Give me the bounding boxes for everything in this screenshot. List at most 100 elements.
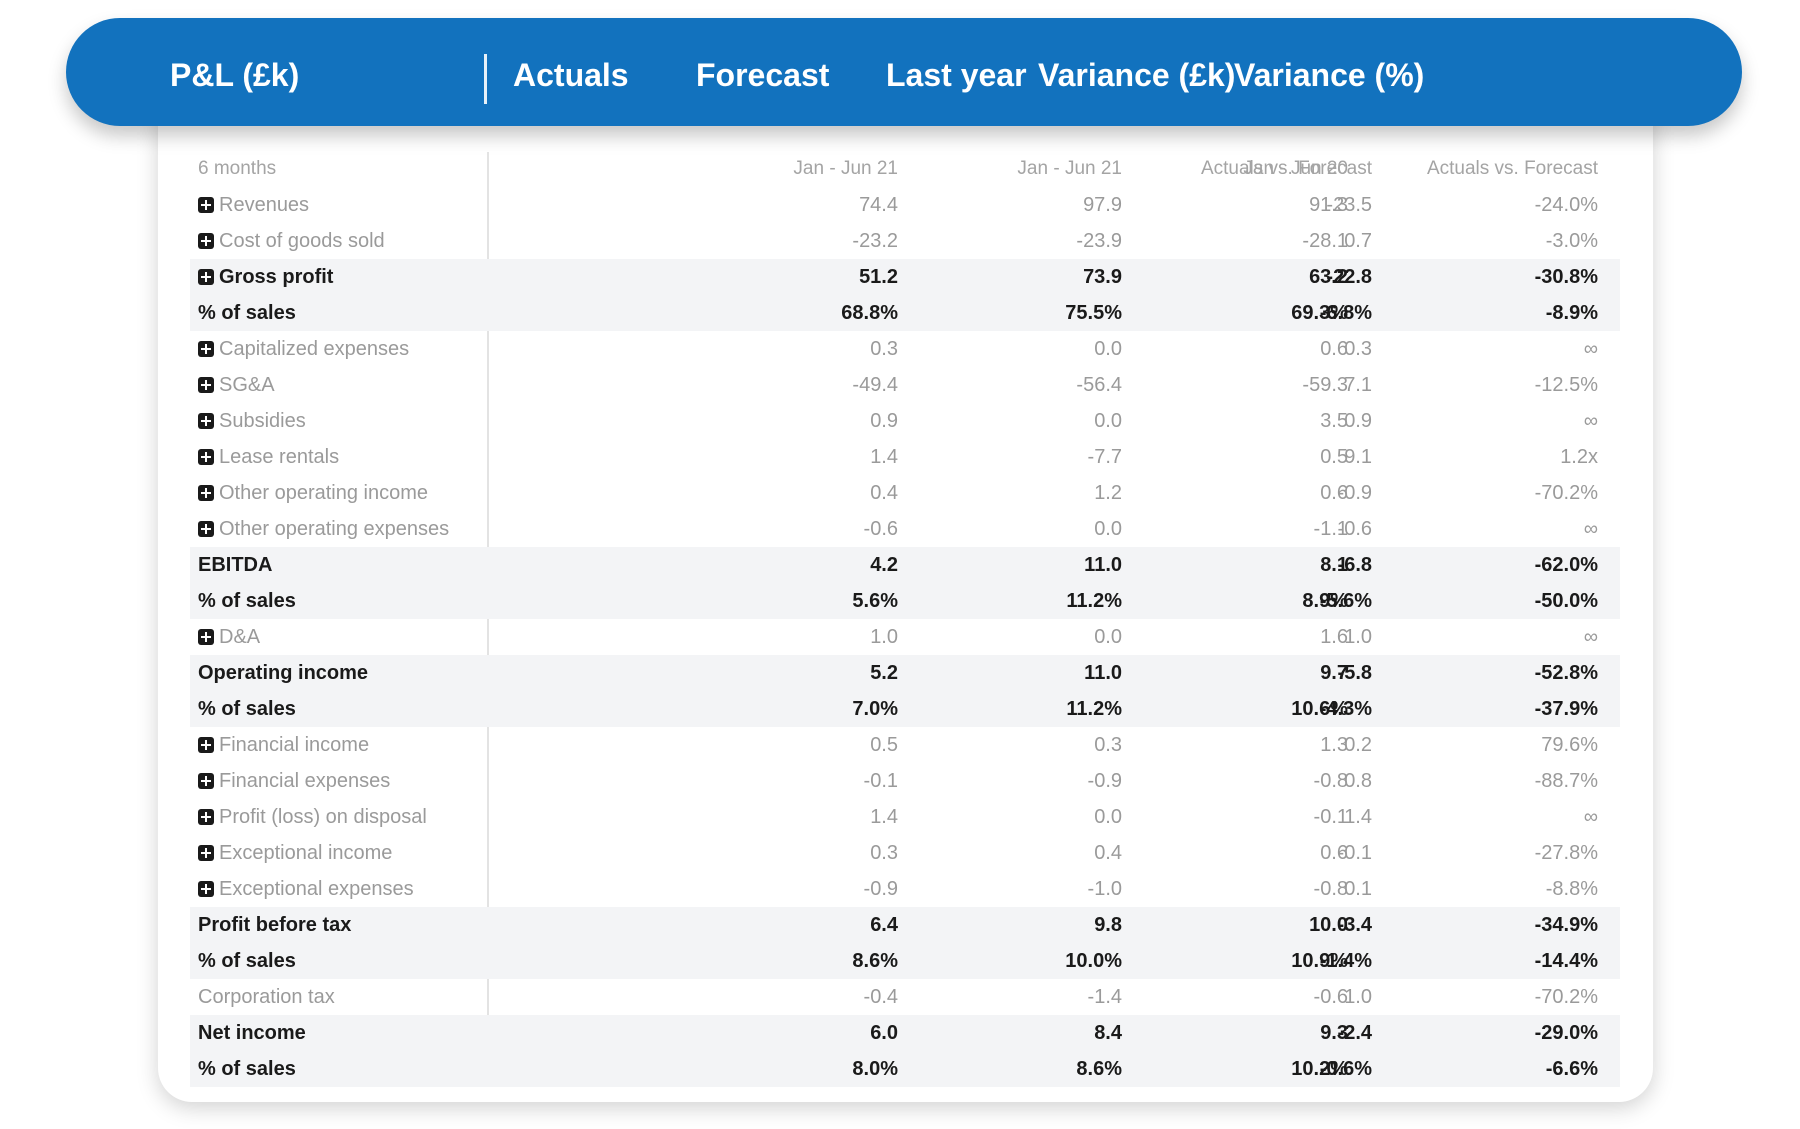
cell-last-year: 8.9% [1302, 590, 1348, 612]
row-label-cell[interactable]: Capitalized expenses [198, 331, 409, 367]
row-label-cell: Corporation tax [198, 979, 335, 1015]
plus-box-icon[interactable] [198, 809, 214, 825]
row-label-cell[interactable]: Financial income [198, 727, 369, 763]
cell-variance-pct: -8.9% [1545, 302, 1598, 324]
cell-variance-pct: -37.9% [1534, 698, 1598, 720]
plus-box-icon[interactable] [198, 485, 214, 501]
cell-actuals: -49.4 [852, 374, 898, 396]
row-label-cell: Profit before tax [198, 907, 351, 943]
plus-box-icon[interactable] [198, 737, 214, 753]
cell-variance-pct: ∞ [1583, 410, 1598, 432]
plus-box-icon[interactable] [198, 881, 214, 897]
cell-forecast: 75.5% [1065, 302, 1122, 324]
cell-variance-pct: -70.2% [1534, 482, 1598, 504]
cell-last-year: 10.9% [1291, 950, 1348, 972]
cell-forecast: 10.0% [1065, 950, 1122, 972]
row-label-cell[interactable]: Cost of goods sold [198, 223, 385, 259]
row-label-cell[interactable]: Other operating expenses [198, 511, 449, 547]
row-label: Revenues [219, 194, 310, 216]
cell-actuals: 5.2 [870, 662, 898, 684]
cell-actuals: -0.9 [863, 878, 898, 900]
cell-actuals: 68.8% [841, 302, 898, 324]
cell-actuals: -0.4 [863, 986, 898, 1008]
table-row: Other operating expenses -0.6 0.0 -1.1 -0.6 ∞ [190, 511, 1620, 547]
header-actuals: Actuals [513, 57, 629, 93]
table-row: Revenues 74.4 97.9 91.3 -23.5 -24.0% [190, 187, 1620, 223]
cell-actuals: 1.4 [870, 446, 898, 468]
row-label: % of sales [198, 590, 296, 612]
cell-last-year: 91.3 [1309, 194, 1348, 216]
cell-variance-abs: -6.8 [1337, 554, 1372, 576]
cell-last-year: 1.6 [1320, 626, 1348, 648]
cell-variance-abs: -6.8% [1319, 302, 1372, 324]
table-row: Financial income 0.5 0.3 1.3 0.2 79.6% [190, 727, 1620, 763]
cell-variance-pct: ∞ [1583, 806, 1598, 828]
cell-forecast: 0.0 [1094, 518, 1122, 540]
subheader-row: 6 months Jan - Jun 21 Jan - Jun 21 Jan -… [190, 151, 1620, 187]
cell-last-year: 3.5 [1320, 410, 1348, 432]
cell-actuals: 0.4 [870, 482, 898, 504]
row-label-cell[interactable]: Profit (loss) on disposal [198, 799, 427, 835]
row-label: % of sales [198, 302, 296, 324]
plus-box-icon[interactable] [198, 413, 214, 429]
cell-actuals: 6.4 [870, 914, 898, 936]
plus-box-icon[interactable] [198, 377, 214, 393]
cell-variance-abs: -4.3% [1319, 698, 1372, 720]
row-label-cell[interactable]: Lease rentals [198, 439, 339, 475]
cell-actuals: 0.3 [870, 338, 898, 360]
table-row: % of sales 5.6% 11.2% 8.9% -5.6% -50.0% [190, 583, 1620, 619]
plus-box-icon[interactable] [198, 341, 214, 357]
table-row: Operating income 5.2 11.0 9.7 -5.8 -52.8% [190, 655, 1620, 691]
cell-variance-pct: 1.2x [1560, 446, 1598, 468]
cell-variance-abs: -0.6% [1319, 1058, 1372, 1080]
cell-forecast: -7.7 [1087, 446, 1122, 468]
plus-box-icon[interactable] [198, 197, 214, 213]
cell-variance-abs: 0.9 [1344, 410, 1372, 432]
plus-box-icon[interactable] [198, 269, 214, 285]
row-label: % of sales [198, 698, 296, 720]
subheader-forecast: Jan - Jun 21 [1017, 158, 1122, 179]
plus-box-icon[interactable] [198, 449, 214, 465]
table-row: % of sales 8.0% 8.6% 10.2% -0.6% -6.6% [190, 1051, 1620, 1087]
cell-variance-abs: -0.1 [1337, 842, 1372, 864]
cell-last-year: 0.6 [1320, 482, 1348, 504]
cell-variance-abs: -0.6 [1337, 518, 1372, 540]
cell-last-year: 0.5 [1320, 446, 1348, 468]
row-label: Capitalized expenses [219, 338, 410, 360]
row-label-cell: % of sales [198, 295, 296, 331]
plus-box-icon[interactable] [198, 233, 214, 249]
row-label-cell[interactable]: Revenues [198, 187, 309, 223]
row-label: D&A [219, 626, 261, 648]
plus-box-icon[interactable] [198, 773, 214, 789]
row-label-cell[interactable]: Financial expenses [198, 763, 390, 799]
row-label-cell[interactable]: Exceptional income [198, 835, 392, 871]
cell-variance-pct: -14.4% [1534, 950, 1598, 972]
cell-variance-pct: -27.8% [1534, 842, 1598, 864]
cell-variance-abs: 0.8 [1344, 770, 1372, 792]
table-row: Financial expenses -0.1 -0.9 -0.8 0.8 -88.7% [190, 763, 1620, 799]
plus-box-icon[interactable] [198, 521, 214, 537]
row-label: Other operating expenses [219, 518, 450, 540]
row-label-cell[interactable]: Subsidies [198, 403, 306, 439]
row-label-cell: % of sales [198, 691, 296, 727]
cell-last-year: -0.8 [1313, 878, 1348, 900]
table-row: Corporation tax -0.4 -1.4 -0.6 1.0 -70.2% [190, 979, 1620, 1015]
row-label-cell: % of sales [198, 1051, 296, 1087]
cell-forecast: -23.9 [1076, 230, 1122, 252]
cell-last-year: 63.2 [1309, 266, 1348, 288]
row-label-cell[interactable]: SG&A [198, 367, 275, 403]
plus-box-icon[interactable] [198, 629, 214, 645]
cell-actuals: 7.0% [852, 698, 898, 720]
pl-table-body: 6 months Jan - Jun 21 Jan - Jun 21 Jan -… [190, 151, 1620, 1087]
cell-variance-pct: ∞ [1583, 626, 1598, 648]
row-label-cell[interactable]: Gross profit [198, 259, 333, 295]
row-label-cell[interactable]: Exceptional expenses [198, 871, 414, 907]
row-label: Lease rentals [219, 446, 340, 468]
plus-box-icon[interactable] [198, 845, 214, 861]
row-label-cell[interactable]: D&A [198, 619, 260, 655]
cell-actuals: 0.9 [870, 410, 898, 432]
row-label-cell[interactable]: Other operating income [198, 475, 428, 511]
cell-forecast: -56.4 [1076, 374, 1122, 396]
table-row: % of sales 68.8% 75.5% 69.3% -6.8% -8.9% [190, 295, 1620, 331]
row-label: Exceptional expenses [219, 878, 414, 900]
